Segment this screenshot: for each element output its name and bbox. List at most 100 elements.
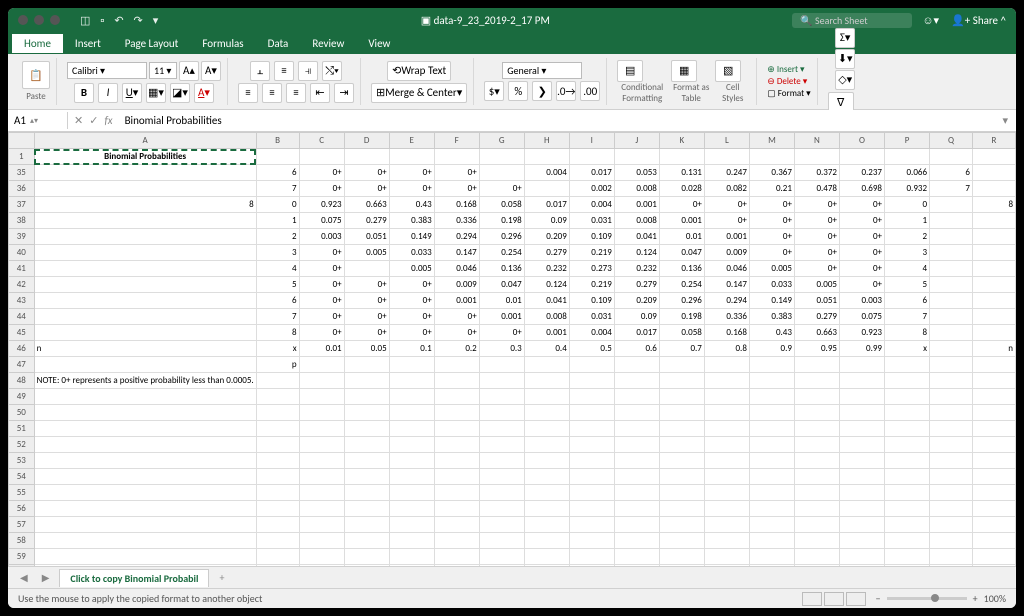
cell-R46[interactable]: n <box>972 341 1015 357</box>
insert-button[interactable]: ⊕ Insert ▾ <box>767 64 804 75</box>
cell-I41[interactable]: 0.273 <box>569 261 614 277</box>
cell-D45[interactable]: 0+ <box>344 325 389 341</box>
cell-K42[interactable]: 0.254 <box>659 277 704 293</box>
cell-E54[interactable] <box>389 469 434 485</box>
cell-N41[interactable]: 0+ <box>794 261 839 277</box>
cell-H55[interactable] <box>524 485 569 501</box>
cell-C39[interactable]: 0.003 <box>299 229 344 245</box>
cell-L37[interactable]: 0+ <box>704 197 749 213</box>
cell-K35[interactable]: 0.131 <box>659 165 704 181</box>
cell-D51[interactable] <box>344 421 389 437</box>
cell-F54[interactable] <box>434 469 479 485</box>
cell-I1[interactable] <box>569 149 614 165</box>
font-name-select[interactable]: Calibri ▾ <box>67 62 147 79</box>
cell-F37[interactable]: 0.168 <box>434 197 479 213</box>
cell-N36[interactable]: 0.478 <box>794 181 839 197</box>
cell-N44[interactable]: 0.279 <box>794 309 839 325</box>
cell-K38[interactable]: 0.001 <box>659 213 704 229</box>
cell-R37[interactable]: 8 <box>972 197 1015 213</box>
conditional-formatting-button[interactable]: ▤ <box>617 60 643 82</box>
cell-O37[interactable]: 0+ <box>839 197 884 213</box>
cell-G59[interactable] <box>479 549 524 565</box>
cell-M46[interactable]: 0.9 <box>749 341 794 357</box>
cell-G1[interactable] <box>479 149 524 165</box>
cell-A52[interactable] <box>34 437 256 453</box>
cell-F45[interactable]: 0+ <box>434 325 479 341</box>
cell-M52[interactable] <box>749 437 794 453</box>
cell-D47[interactable] <box>344 357 389 373</box>
save-icon-2[interactable]: ▫ <box>100 14 104 27</box>
cell-K52[interactable] <box>659 437 704 453</box>
cell-I51[interactable] <box>569 421 614 437</box>
cell-K37[interactable]: 0+ <box>659 197 704 213</box>
cell-K43[interactable]: 0.296 <box>659 293 704 309</box>
col-header-A[interactable]: A <box>34 133 256 149</box>
cell-E35[interactable]: 0+ <box>389 165 434 181</box>
ribbon-tab-data[interactable]: Data <box>256 34 301 53</box>
cell-M45[interactable]: 0.43 <box>749 325 794 341</box>
cell-G45[interactable]: 0+ <box>479 325 524 341</box>
cell-P44[interactable]: 7 <box>885 309 930 325</box>
cell-O52[interactable] <box>839 437 884 453</box>
cell-H58[interactable] <box>524 533 569 549</box>
cell-H50[interactable] <box>524 405 569 421</box>
cell-R55[interactable] <box>972 485 1015 501</box>
decrease-decimal-icon[interactable]: .00 <box>580 81 600 101</box>
cell-O41[interactable]: 0+ <box>839 261 884 277</box>
sheet-tab[interactable]: Click to copy Binomial Probabil <box>59 569 209 587</box>
cell-A50[interactable] <box>34 405 256 421</box>
cell-G42[interactable]: 0.047 <box>479 277 524 293</box>
cell-N46[interactable]: 0.95 <box>794 341 839 357</box>
cell-O47[interactable] <box>839 357 884 373</box>
cell-O1[interactable] <box>839 149 884 165</box>
cell-F41[interactable]: 0.046 <box>434 261 479 277</box>
cell-K50[interactable] <box>659 405 704 421</box>
cell-C54[interactable] <box>299 469 344 485</box>
cell-M36[interactable]: 0.21 <box>749 181 794 197</box>
cell-M50[interactable] <box>749 405 794 421</box>
row-header-60[interactable]: 60 <box>9 565 35 567</box>
cell-I54[interactable] <box>569 469 614 485</box>
expand-formula-icon[interactable]: ▾ <box>994 114 1016 127</box>
cell-I38[interactable]: 0.031 <box>569 213 614 229</box>
cell-I60[interactable] <box>569 565 614 567</box>
cell-F56[interactable] <box>434 501 479 517</box>
bold-button[interactable]: B <box>74 83 94 103</box>
row-header-50[interactable]: 50 <box>9 405 35 421</box>
col-header-D[interactable]: D <box>344 133 389 149</box>
cell-P45[interactable]: 8 <box>885 325 930 341</box>
cell-L1[interactable] <box>704 149 749 165</box>
redo-icon[interactable]: ↷ <box>134 14 143 27</box>
cell-E48[interactable] <box>389 373 434 389</box>
row-header-45[interactable]: 45 <box>9 325 35 341</box>
cell-O38[interactable]: 0+ <box>839 213 884 229</box>
cell-A45[interactable] <box>34 325 256 341</box>
cell-E1[interactable] <box>389 149 434 165</box>
cell-H42[interactable]: 0.124 <box>524 277 569 293</box>
cell-Q56[interactable] <box>930 501 973 517</box>
row-header-35[interactable]: 35 <box>9 165 35 181</box>
row-header-59[interactable]: 59 <box>9 549 35 565</box>
cell-L60[interactable] <box>704 565 749 567</box>
cell-O59[interactable] <box>839 549 884 565</box>
cell-J56[interactable] <box>614 501 659 517</box>
row-header-46[interactable]: 46 <box>9 341 35 357</box>
cell-P52[interactable] <box>885 437 930 453</box>
cell-G40[interactable]: 0.254 <box>479 245 524 261</box>
cell-E44[interactable]: 0+ <box>389 309 434 325</box>
cell-N59[interactable] <box>794 549 839 565</box>
cell-P49[interactable] <box>885 389 930 405</box>
cell-A44[interactable] <box>34 309 256 325</box>
cell-Q36[interactable]: 7 <box>930 181 973 197</box>
cell-L41[interactable]: 0.046 <box>704 261 749 277</box>
cell-D60[interactable] <box>344 565 389 567</box>
cell-O40[interactable]: 0+ <box>839 245 884 261</box>
cell-Q45[interactable] <box>930 325 973 341</box>
cell-B56[interactable] <box>256 501 299 517</box>
cell-K55[interactable] <box>659 485 704 501</box>
indent-left-icon[interactable]: ⇤ <box>310 83 330 103</box>
cell-D37[interactable]: 0.663 <box>344 197 389 213</box>
cell-H52[interactable] <box>524 437 569 453</box>
cell-F55[interactable] <box>434 485 479 501</box>
cell-L39[interactable]: 0.001 <box>704 229 749 245</box>
